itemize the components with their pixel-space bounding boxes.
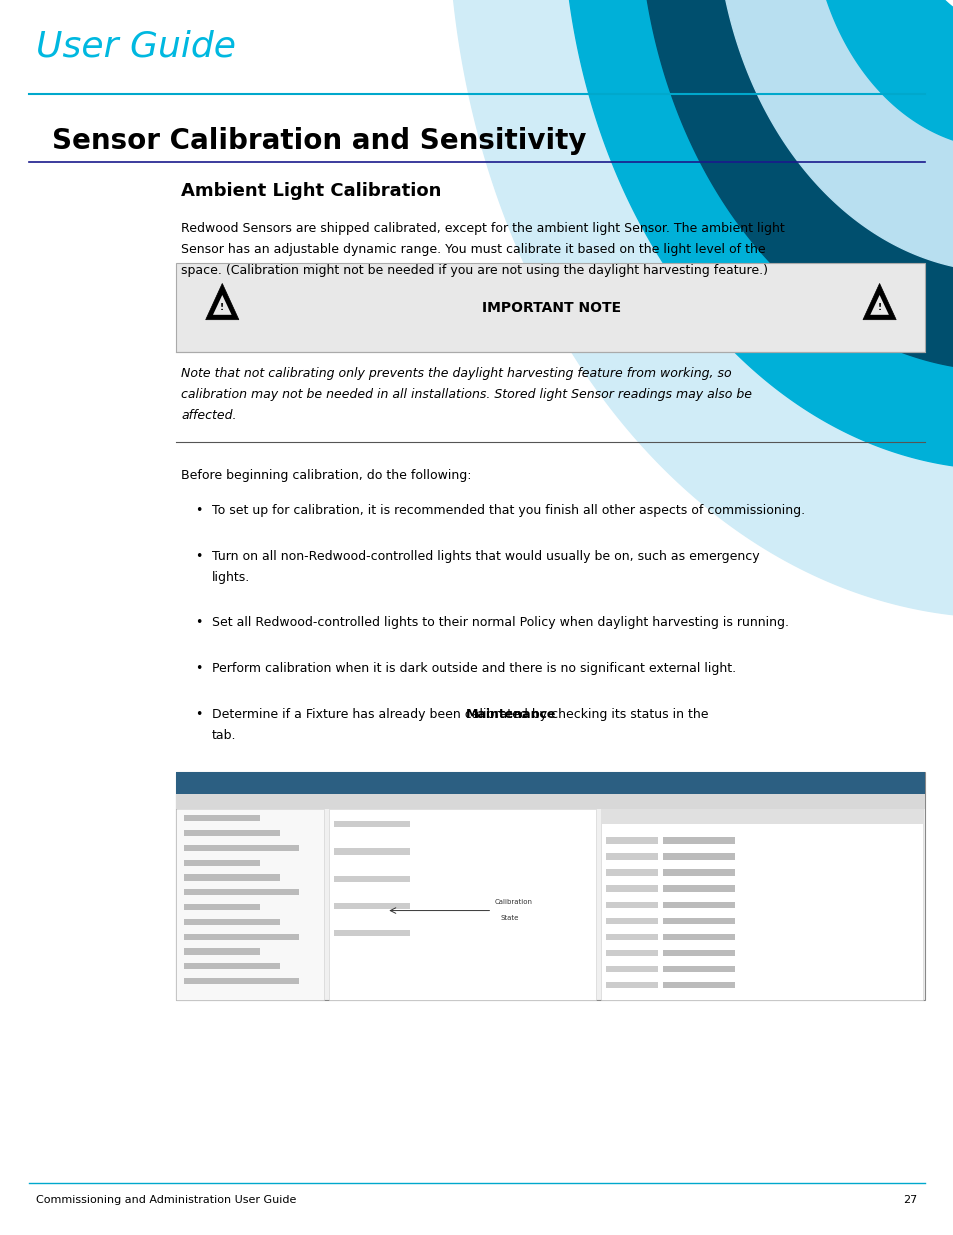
Bar xyxy=(334,903,410,909)
Polygon shape xyxy=(206,284,238,320)
Bar xyxy=(184,934,298,940)
Text: •: • xyxy=(195,708,203,721)
Polygon shape xyxy=(564,0,953,469)
Text: affected.: affected. xyxy=(181,409,236,422)
Bar xyxy=(605,982,658,988)
Bar xyxy=(605,950,658,956)
Text: Calibration: Calibration xyxy=(494,899,532,905)
Bar xyxy=(184,919,279,925)
Bar xyxy=(605,934,658,940)
Text: tab.: tab. xyxy=(212,729,236,742)
Bar xyxy=(662,885,734,892)
FancyBboxPatch shape xyxy=(176,772,924,1000)
Text: Redwood Sensors are shipped calibrated, except for the ambient light Sensor. The: Redwood Sensors are shipped calibrated, … xyxy=(181,222,784,236)
Bar xyxy=(184,904,260,910)
Bar xyxy=(334,876,410,882)
Text: calibration may not be needed in all installations. Stored light Sensor readings: calibration may not be needed in all ins… xyxy=(181,388,752,401)
Text: !: ! xyxy=(220,304,224,312)
Text: User Guide: User Guide xyxy=(36,30,236,64)
Text: •: • xyxy=(195,616,203,630)
Text: •: • xyxy=(195,662,203,676)
Text: Sensor Calibration and Sensitivity: Sensor Calibration and Sensitivity xyxy=(52,127,586,154)
Text: Before beginning calibration, do the following:: Before beginning calibration, do the fol… xyxy=(181,469,472,483)
FancyBboxPatch shape xyxy=(176,809,324,1000)
Text: Set all Redwood-controlled lights to their normal Policy when daylight harvestin: Set all Redwood-controlled lights to the… xyxy=(212,616,788,630)
Text: Ambient Light Calibration: Ambient Light Calibration xyxy=(181,183,441,200)
Bar xyxy=(184,978,298,984)
Polygon shape xyxy=(213,295,232,315)
Bar xyxy=(184,860,260,866)
Bar xyxy=(184,889,298,895)
Bar xyxy=(184,830,279,836)
Polygon shape xyxy=(639,0,953,370)
Text: To set up for calibration, it is recommended that you finish all other aspects o: To set up for calibration, it is recomme… xyxy=(212,504,804,517)
Bar xyxy=(184,948,260,955)
Bar xyxy=(662,869,734,876)
Text: Note that not calibrating only prevents the daylight harvesting feature from wor: Note that not calibrating only prevents … xyxy=(181,367,731,380)
Bar xyxy=(662,902,734,908)
Bar xyxy=(184,845,298,851)
Text: IMPORTANT NOTE: IMPORTANT NOTE xyxy=(481,300,620,315)
Text: •: • xyxy=(195,504,203,517)
Bar xyxy=(662,934,734,940)
Bar xyxy=(662,966,734,972)
FancyBboxPatch shape xyxy=(600,809,923,824)
Bar xyxy=(662,982,734,988)
Bar xyxy=(662,950,734,956)
Bar xyxy=(605,918,658,924)
Bar xyxy=(605,837,658,844)
Text: Turn on all non-Redwood-controlled lights that would usually be on, such as emer: Turn on all non-Redwood-controlled light… xyxy=(212,550,759,563)
Bar xyxy=(605,966,658,972)
Bar xyxy=(334,930,410,936)
Text: Maintenance: Maintenance xyxy=(465,708,556,721)
FancyBboxPatch shape xyxy=(176,263,924,352)
FancyBboxPatch shape xyxy=(600,809,923,1000)
Text: lights.: lights. xyxy=(212,571,250,584)
Bar xyxy=(662,918,734,924)
Bar xyxy=(184,963,279,969)
Bar xyxy=(184,874,279,881)
Bar xyxy=(184,815,260,821)
Bar xyxy=(662,837,734,844)
Text: Determine if a Fixture has already been calibrated by checking its status in the: Determine if a Fixture has already been … xyxy=(212,708,712,721)
Bar xyxy=(605,869,658,876)
Bar xyxy=(605,885,658,892)
Bar xyxy=(662,853,734,860)
Text: space. (Calibration might not be needed if you are not using the daylight harves: space. (Calibration might not be needed … xyxy=(181,264,767,278)
Bar xyxy=(605,902,658,908)
Polygon shape xyxy=(869,295,888,315)
Text: State: State xyxy=(500,915,518,921)
FancyBboxPatch shape xyxy=(176,772,924,794)
Bar xyxy=(334,848,410,855)
Text: Commissioning and Administration User Guide: Commissioning and Administration User Gu… xyxy=(36,1195,296,1205)
Bar xyxy=(605,853,658,860)
Polygon shape xyxy=(862,284,895,320)
Bar xyxy=(334,821,410,827)
Polygon shape xyxy=(811,0,953,148)
Text: •: • xyxy=(195,550,203,563)
FancyBboxPatch shape xyxy=(176,794,924,809)
Text: Perform calibration when it is dark outside and there is no significant external: Perform calibration when it is dark outs… xyxy=(212,662,735,676)
Text: !: ! xyxy=(877,304,881,312)
Polygon shape xyxy=(716,0,953,272)
Text: Sensor has an adjustable dynamic range. You must calibrate it based on the light: Sensor has an adjustable dynamic range. … xyxy=(181,243,765,257)
Polygon shape xyxy=(450,0,953,618)
FancyBboxPatch shape xyxy=(329,809,596,1000)
Text: 27: 27 xyxy=(902,1195,917,1205)
